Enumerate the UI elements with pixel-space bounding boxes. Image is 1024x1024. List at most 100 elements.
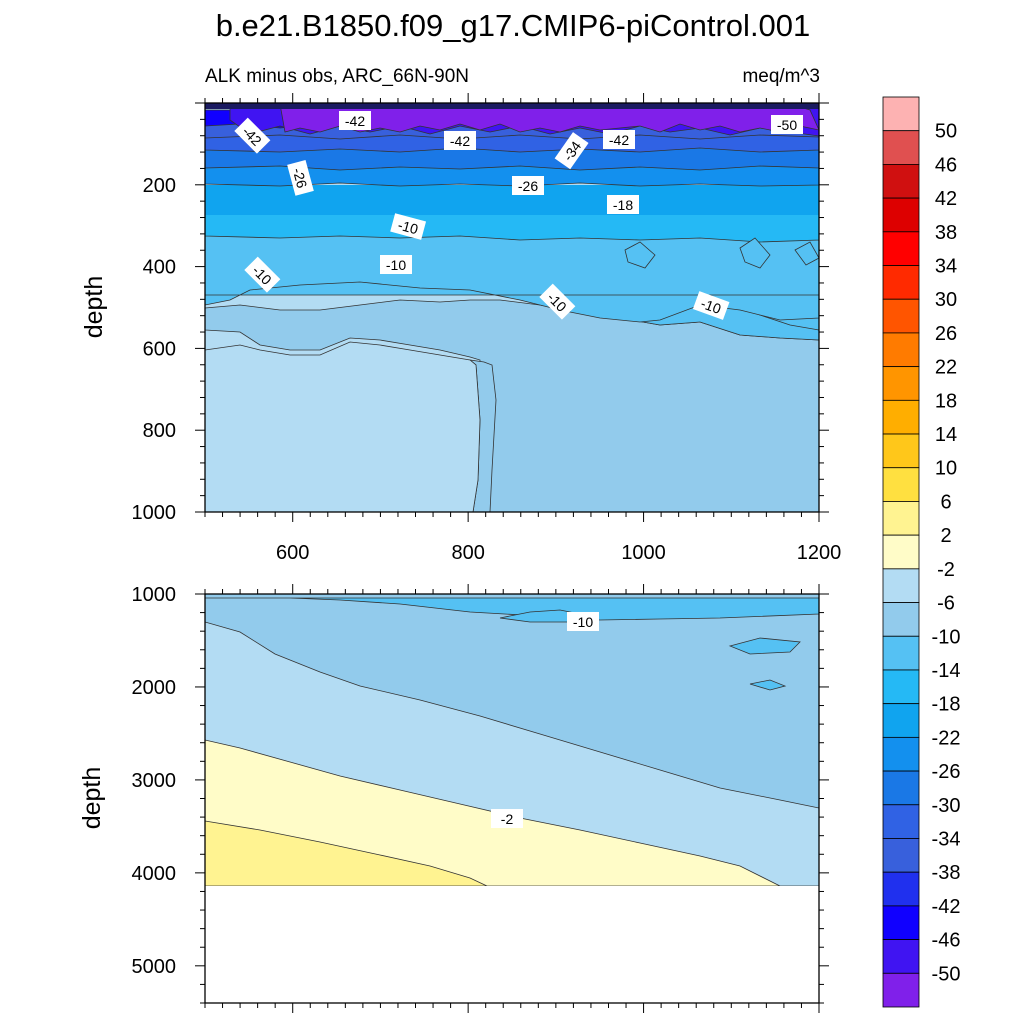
contour-label: -26 [512, 176, 544, 195]
upper-y-tick-label: 600 [143, 338, 176, 360]
colorbar-label: 46 [935, 154, 957, 176]
lower-y-tick-label: 2000 [132, 677, 177, 699]
contour-label-text: -26 [518, 178, 538, 194]
colorbar-label: -14 [932, 660, 961, 682]
contour-label: -2 [491, 809, 523, 828]
contour-label-bg [234, 117, 271, 154]
lower-pocket-2 [728, 637, 801, 655]
contour-label-text: -10 [386, 257, 406, 273]
colorbar-label: 10 [935, 458, 957, 480]
colorbar-label: -46 [932, 930, 961, 952]
upper-y-tick-label: 1000 [132, 502, 177, 524]
contour-label-bg [512, 176, 544, 195]
upper-pocket-1 [624, 241, 656, 269]
contour-label: -50 [771, 115, 803, 134]
upper-x-tick-label: 1200 [797, 542, 842, 564]
chart-title: b.e21.B1850.f09_g17.CMIP6-piControl.001 [216, 8, 811, 43]
colorbar-box [882, 568, 920, 603]
panel-subtitle-units: meq/m^3 [742, 66, 820, 87]
upper-surface-layer [205, 103, 819, 109]
upper-x-tick-label: 600 [276, 542, 309, 564]
lower-panel [204, 593, 820, 1004]
colorbar-label: 30 [935, 289, 957, 311]
colorbar-label: -6 [937, 593, 955, 615]
contour-label-text: -10 [699, 295, 724, 317]
axis-tick-labels: 600 800 1000 1200 200 400 600 800 1000 1000 2000 30… [132, 175, 842, 978]
contour-label-bg [339, 111, 371, 130]
upper-band-minus26 [205, 164, 819, 187]
upper-lens-minus14 [205, 281, 819, 323]
colorbar-box [882, 972, 920, 1008]
upper-plot-frame [204, 102, 820, 513]
contour-label-bg [692, 291, 730, 320]
colorbar: 50 46 42 38 34 30 26 22 18 14 10 6 2 -2 -6 -10 -14 -18 -22… [882, 96, 961, 1008]
contour-label-text: -10 [573, 614, 593, 630]
colorbar-box [882, 265, 920, 300]
contour-label-text: -50 [777, 117, 797, 133]
colorbar-label: -22 [932, 727, 961, 749]
colorbar-box [882, 231, 920, 266]
upper-x-tick-label: 800 [451, 542, 484, 564]
contour-label-text: -10 [396, 217, 420, 238]
colorbar-label: 14 [935, 424, 957, 446]
contour-label: -10 [244, 256, 281, 293]
lower-y-tick-label: 3000 [132, 770, 177, 792]
colorbar-label: -42 [932, 896, 961, 918]
contour-label-bg [244, 256, 281, 293]
colorbar-box [882, 164, 920, 199]
contour-label-bg [554, 132, 589, 170]
colorbar-label: 38 [935, 222, 957, 244]
contour-label-text: -42 [450, 133, 470, 149]
colorbar-label: -18 [932, 694, 961, 716]
colorbar-box [882, 770, 920, 806]
contour-label: -26 [287, 159, 314, 196]
upper-band-minus34 [205, 133, 819, 153]
colorbar-box [882, 939, 920, 974]
contour-label: -10 [390, 213, 427, 240]
lower-y-tick-label: 5000 [132, 956, 177, 978]
colorbar-label: -10 [932, 626, 961, 648]
colorbar-label: 6 [940, 491, 951, 513]
contour-label-bg [380, 255, 412, 274]
upper-band-minus18 [205, 211, 819, 243]
contour-label: -42 [603, 130, 635, 149]
panel-subtitle-left: ALK minus obs, ARC_66N-90N [205, 66, 469, 87]
contour-label-bg [567, 612, 599, 631]
upper-basin-mound [205, 341, 481, 512]
colorbar-label: 34 [935, 256, 957, 278]
colorbar-label: 18 [935, 390, 957, 412]
upper-y-tick-label: 200 [143, 175, 176, 197]
contour-label-bg [539, 283, 576, 320]
colorbar-label: 26 [935, 323, 957, 345]
lower-ocean-floor [205, 886, 819, 1003]
contour-label-text: -42 [609, 132, 629, 148]
colorbar-label: -26 [932, 761, 961, 783]
colorbar-box [882, 96, 920, 132]
lower-y-tick-label: 1000 [132, 584, 177, 606]
colorbar-box [882, 501, 920, 536]
colorbar-label: -38 [932, 862, 961, 884]
contour-label-bg [603, 130, 635, 149]
contour-label-bg [390, 213, 427, 240]
contour-label-bg [607, 195, 639, 214]
colorbar-box [882, 871, 920, 907]
contour-label-bg [771, 115, 803, 134]
colorbar-box [882, 703, 920, 738]
colorbar-box [882, 534, 920, 570]
contour-label: -42 [444, 131, 476, 150]
contour-label-bg [287, 159, 314, 196]
lower-ylabel: depth [78, 767, 106, 830]
colorbar-box [882, 635, 920, 671]
colorbar-box [882, 433, 920, 469]
colorbar-label: -34 [932, 828, 961, 850]
colorbar-label: 22 [935, 357, 957, 379]
colorbar-box [882, 332, 920, 368]
upper-x-tick-label: 1000 [621, 542, 666, 564]
contour-label-text: -42 [345, 113, 365, 129]
contour-label: -10 [380, 255, 412, 274]
upper-pocket-3 [794, 241, 819, 266]
contour-label: -18 [607, 195, 639, 214]
colorbar-label: -30 [932, 795, 961, 817]
contour-label-text: -18 [613, 197, 633, 213]
